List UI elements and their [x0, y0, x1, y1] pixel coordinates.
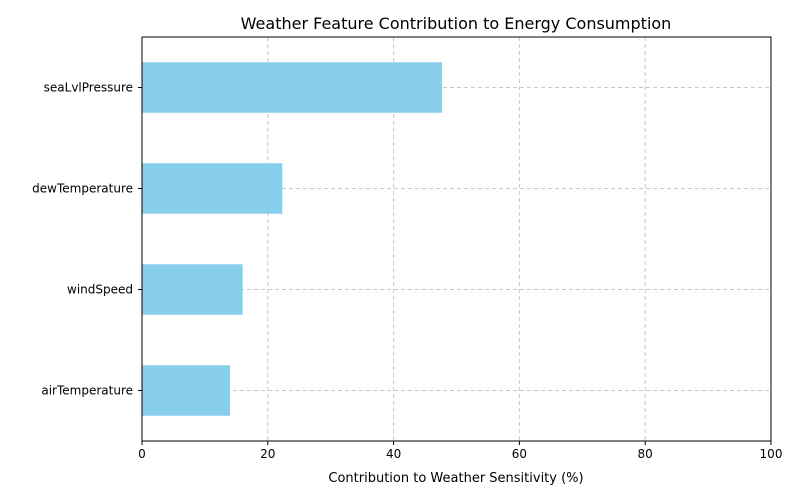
y-tick-label: dewTemperature: [32, 182, 133, 196]
x-tick-label: 20: [260, 447, 275, 461]
x-tick-label: 40: [386, 447, 401, 461]
x-axis-label: Contribution to Weather Sensitivity (%): [328, 471, 583, 486]
bar-seaLvlPressure: [142, 62, 443, 113]
y-tick-label: seaLvlPressure: [44, 81, 133, 95]
bar-airTemperature: [142, 365, 231, 416]
x-tick-label: 80: [638, 447, 653, 461]
bar-layer: [142, 62, 443, 416]
bar-windSpeed: [142, 264, 243, 315]
bar-dewTemperature: [142, 163, 283, 214]
y-tick-label: windSpeed: [67, 283, 133, 297]
x-tick-label: 0: [138, 447, 146, 461]
y-tick-label: airTemperature: [41, 384, 133, 398]
chart-title: Weather Feature Contribution to Energy C…: [241, 14, 672, 33]
x-tick-label: 100: [760, 447, 783, 461]
x-tick-label: 60: [512, 447, 527, 461]
plot-frame: [141, 36, 772, 442]
axis-layer: 0 20 40 60 80 100 airTemperature windSpeed dewTe…: [32, 36, 783, 461]
